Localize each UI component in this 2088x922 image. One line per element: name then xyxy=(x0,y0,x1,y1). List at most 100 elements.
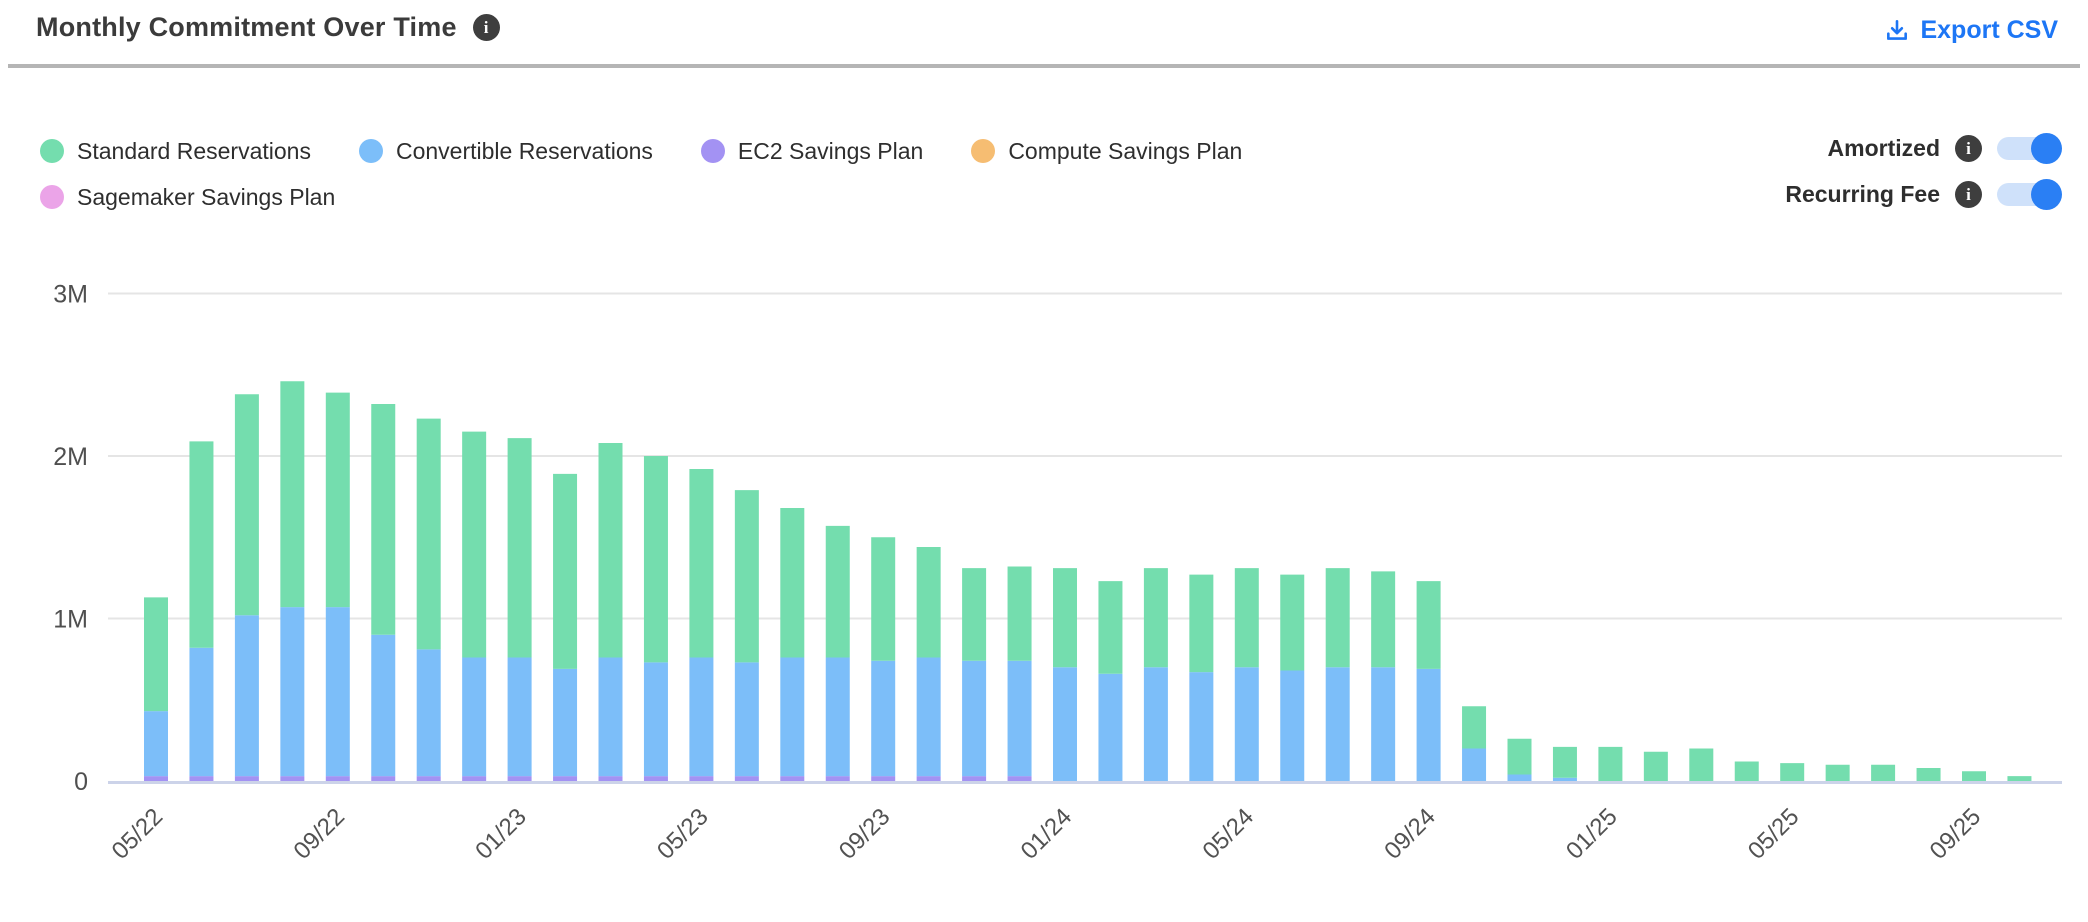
bar-segment-ec2-savings-plan[interactable] xyxy=(1007,776,1032,781)
bar-segment-standard-reservations[interactable] xyxy=(1098,581,1123,674)
legend-item-ec2-savings-plan[interactable]: EC2 Savings Plan xyxy=(700,138,923,165)
bar-segment-convertible-reservations[interactable] xyxy=(916,657,941,777)
bar-segment-convertible-reservations[interactable] xyxy=(234,615,259,777)
bar-segment-convertible-reservations[interactable] xyxy=(144,711,168,777)
legend-item-convertible-reservations[interactable]: Convertible Reservations xyxy=(358,138,653,165)
info-icon[interactable]: i xyxy=(1955,181,1982,208)
bar-segment-convertible-reservations[interactable] xyxy=(1462,748,1487,782)
bar-segment-convertible-reservations[interactable] xyxy=(1189,672,1214,781)
bar-segment-ec2-savings-plan[interactable] xyxy=(916,776,941,781)
bar-segment-ec2-savings-plan[interactable] xyxy=(234,776,259,781)
bar-segment-ec2-savings-plan[interactable] xyxy=(825,776,850,781)
bar-segment-convertible-reservations[interactable] xyxy=(1007,660,1032,777)
bar-segment-convertible-reservations[interactable] xyxy=(553,668,578,777)
bar-segment-standard-reservations[interactable] xyxy=(1189,574,1214,673)
bar-segment-standard-reservations[interactable] xyxy=(1734,761,1759,782)
amortized-toggle[interactable] xyxy=(1997,133,2062,164)
bar-segment-standard-reservations[interactable] xyxy=(2007,776,2032,781)
bar-segment-ec2-savings-plan[interactable] xyxy=(962,776,987,781)
bar-segment-standard-reservations[interactable] xyxy=(234,394,259,616)
bar-segment-ec2-savings-plan[interactable] xyxy=(280,776,305,781)
bar-segment-convertible-reservations[interactable] xyxy=(1552,777,1577,781)
bar-segment-convertible-reservations[interactable] xyxy=(1371,667,1396,781)
bar-segment-ec2-savings-plan[interactable] xyxy=(507,776,532,781)
bar-segment-standard-reservations[interactable] xyxy=(643,456,668,663)
bar-segment-convertible-reservations[interactable] xyxy=(1507,774,1532,782)
bar-segment-standard-reservations[interactable] xyxy=(1007,566,1032,661)
bar-segment-standard-reservations[interactable] xyxy=(1371,571,1396,668)
bar-segment-ec2-savings-plan[interactable] xyxy=(780,776,805,781)
bar-segment-standard-reservations[interactable] xyxy=(1416,581,1441,669)
bar-segment-standard-reservations[interactable] xyxy=(1916,768,1941,781)
bar-segment-convertible-reservations[interactable] xyxy=(1325,667,1350,781)
bar-segment-standard-reservations[interactable] xyxy=(189,441,214,648)
legend-item-sagemaker-savings-plan[interactable]: Sagemaker Savings Plan xyxy=(40,184,335,211)
bar-segment-standard-reservations[interactable] xyxy=(825,525,850,658)
bar-segment-ec2-savings-plan[interactable] xyxy=(462,776,487,781)
bar-segment-convertible-reservations[interactable] xyxy=(325,607,350,777)
bar-segment-convertible-reservations[interactable] xyxy=(643,662,668,777)
bar-segment-standard-reservations[interactable] xyxy=(1143,568,1168,668)
bar-segment-standard-reservations[interactable] xyxy=(871,537,896,661)
bar-segment-standard-reservations[interactable] xyxy=(1962,771,1986,781)
bar-segment-standard-reservations[interactable] xyxy=(689,469,714,658)
bar-segment-standard-reservations[interactable] xyxy=(280,381,305,608)
bar-segment-standard-reservations[interactable] xyxy=(1280,574,1305,671)
bar-segment-standard-reservations[interactable] xyxy=(734,490,759,663)
bar-segment-convertible-reservations[interactable] xyxy=(189,647,214,777)
bar-segment-standard-reservations[interactable] xyxy=(1552,746,1577,778)
bar-segment-standard-reservations[interactable] xyxy=(962,568,987,661)
bar-segment-ec2-savings-plan[interactable] xyxy=(689,776,714,781)
bar-segment-standard-reservations[interactable] xyxy=(462,431,487,658)
bar-segment-standard-reservations[interactable] xyxy=(1325,568,1350,668)
bar-segment-standard-reservations[interactable] xyxy=(1053,568,1077,668)
title-info-icon[interactable]: i xyxy=(472,14,500,41)
bar-segment-convertible-reservations[interactable] xyxy=(962,660,987,777)
bar-segment-standard-reservations[interactable] xyxy=(916,547,941,658)
bar-segment-standard-reservations[interactable] xyxy=(1507,738,1532,775)
bar-segment-convertible-reservations[interactable] xyxy=(598,657,623,777)
bar-segment-convertible-reservations[interactable] xyxy=(1098,673,1123,781)
bar-segment-standard-reservations[interactable] xyxy=(1780,763,1805,781)
bar-segment-convertible-reservations[interactable] xyxy=(1143,667,1168,781)
bar-segment-standard-reservations[interactable] xyxy=(1598,746,1623,781)
bar-segment-ec2-savings-plan[interactable] xyxy=(416,776,441,781)
bar-segment-ec2-savings-plan[interactable] xyxy=(598,776,623,781)
bar-segment-convertible-reservations[interactable] xyxy=(734,662,759,777)
bar-segment-standard-reservations[interactable] xyxy=(416,418,441,650)
bar-segment-standard-reservations[interactable] xyxy=(598,443,623,658)
bar-segment-ec2-savings-plan[interactable] xyxy=(734,776,759,781)
legend-item-compute-savings-plan[interactable]: Compute Savings Plan xyxy=(971,138,1242,165)
bar-segment-standard-reservations[interactable] xyxy=(1689,748,1714,782)
bar-segment-convertible-reservations[interactable] xyxy=(280,607,305,777)
bar-segment-standard-reservations[interactable] xyxy=(780,508,805,658)
bar-segment-convertible-reservations[interactable] xyxy=(1280,670,1305,782)
bar-segment-convertible-reservations[interactable] xyxy=(371,634,396,777)
bar-segment-ec2-savings-plan[interactable] xyxy=(325,776,350,781)
bar-segment-standard-reservations[interactable] xyxy=(553,473,578,669)
bar-segment-standard-reservations[interactable] xyxy=(507,438,532,658)
bar-segment-convertible-reservations[interactable] xyxy=(825,657,850,777)
bar-segment-convertible-reservations[interactable] xyxy=(780,657,805,777)
bar-segment-standard-reservations[interactable] xyxy=(1825,764,1850,781)
bar-segment-convertible-reservations[interactable] xyxy=(416,649,441,777)
bar-segment-standard-reservations[interactable] xyxy=(144,597,168,712)
bar-segment-convertible-reservations[interactable] xyxy=(462,657,487,777)
bar-segment-convertible-reservations[interactable] xyxy=(689,657,714,777)
recurring-fee-toggle[interactable] xyxy=(1997,179,2062,210)
bar-segment-standard-reservations[interactable] xyxy=(325,392,350,608)
bar-segment-ec2-savings-plan[interactable] xyxy=(371,776,396,781)
legend-item-standard-reservations[interactable]: Standard Reservations xyxy=(40,138,311,165)
bar-segment-ec2-savings-plan[interactable] xyxy=(871,776,896,781)
bar-segment-convertible-reservations[interactable] xyxy=(1053,667,1077,781)
bar-segment-standard-reservations[interactable] xyxy=(1643,751,1668,781)
info-icon[interactable]: i xyxy=(1955,135,1982,162)
bar-segment-convertible-reservations[interactable] xyxy=(1234,667,1259,781)
export-csv-button[interactable]: Export CSV xyxy=(1884,16,2058,45)
bar-segment-ec2-savings-plan[interactable] xyxy=(643,776,668,781)
bar-segment-standard-reservations[interactable] xyxy=(371,404,396,635)
bar-segment-convertible-reservations[interactable] xyxy=(1416,668,1441,781)
bar-segment-convertible-reservations[interactable] xyxy=(507,657,532,777)
bar-segment-standard-reservations[interactable] xyxy=(1234,568,1259,668)
bar-segment-ec2-savings-plan[interactable] xyxy=(144,776,168,781)
